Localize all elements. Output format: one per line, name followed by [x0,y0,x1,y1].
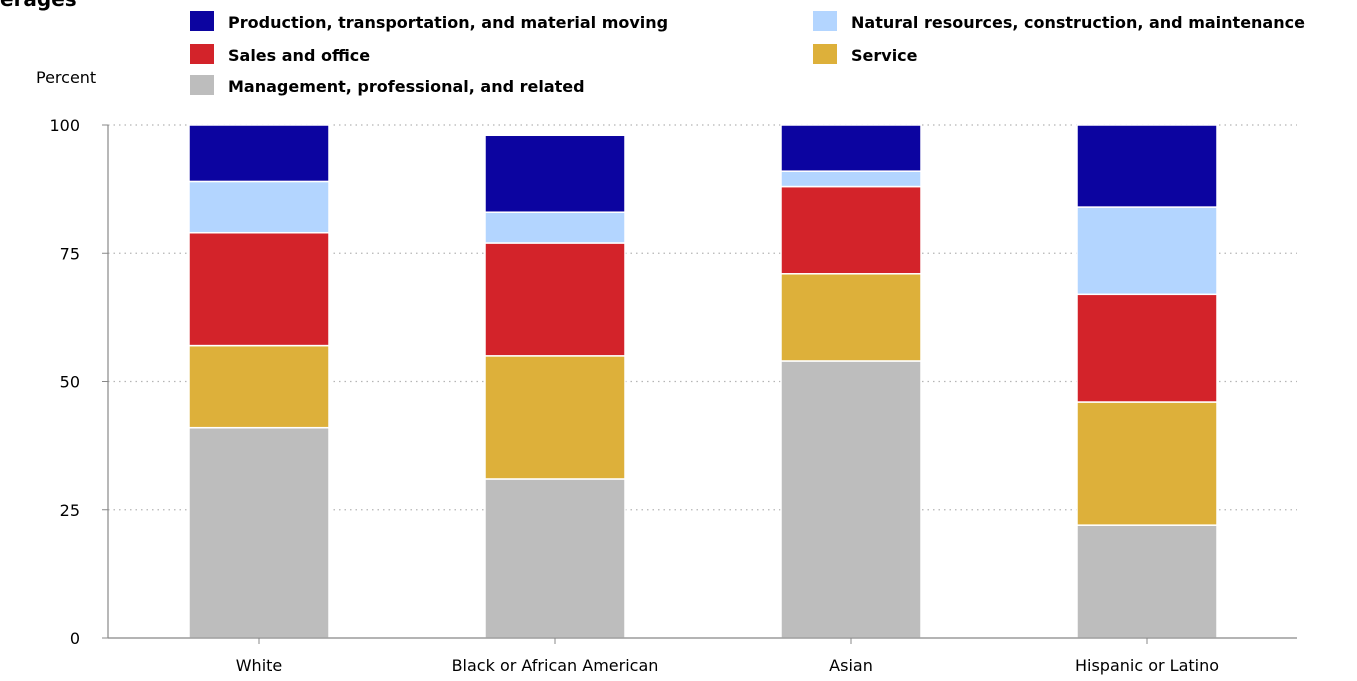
bar-segment-natural-resources [188,180,330,234]
x-tick-label: White [236,656,283,675]
bar-segment-production [1076,124,1218,208]
bar-segment-natural-resources [780,170,922,188]
bar-segment-sales-and-office [484,242,626,357]
y-tick-label: 50 [60,373,80,392]
x-tick-label: Black or African American [452,656,659,675]
bar-segment-management [780,360,922,639]
legend-swatch-service [813,44,837,64]
bar-segment-production [780,124,922,172]
bar-segment-natural-resources [1076,206,1218,296]
bars [188,124,1218,639]
bar-segment-service [1076,401,1218,526]
legend-label-natural-resources: Natural resources, construction, and mai… [851,13,1305,32]
bar-segment-service [780,273,922,362]
bar-segment-service [188,344,330,429]
y-axis-label: Percent [36,68,96,87]
bar-segment-sales-and-office [188,231,330,347]
bar-segment-management [188,426,330,639]
legend: Production, transportation, and material… [190,11,1305,96]
y-tick-label: 100 [49,116,80,135]
bar-segment-production [484,134,626,213]
y-tick-label: 75 [60,244,80,263]
legend-label-management: Management, professional, and related [228,77,585,96]
x-tick-label: Hispanic or Latino [1075,656,1219,675]
legend-label-service: Service [851,46,918,65]
legend-swatch-management [190,75,214,95]
axes: 0 25 50 75 100 White Black or African American… [49,116,1297,675]
legend-label-production: Production, transportation, and material… [228,13,668,32]
legend-swatch-sales-office [190,44,214,64]
bar-segment-management [1076,524,1218,639]
bar-segment-sales-and-office [1076,293,1218,403]
legend-swatch-production [190,11,214,31]
y-tick-label: 0 [70,629,80,648]
bar-segment-sales-and-office [780,185,922,275]
legend-swatch-natural-resources [813,11,837,31]
bar-segment-service [484,355,626,480]
bar-segment-natural-resources [484,211,626,244]
y-tick-label: 25 [60,501,80,520]
x-tick-label: Asian [829,656,873,675]
bar-segment-production [188,124,330,183]
legend-label-sales-office: Sales and office [228,46,370,65]
bar-segment-management [484,478,626,639]
chart-title: erages [0,0,77,11]
